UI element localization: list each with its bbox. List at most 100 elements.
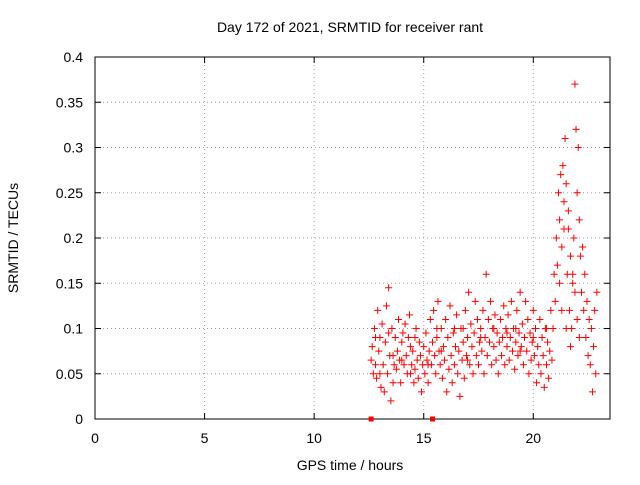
data-point: [517, 343, 525, 351]
data-point: [496, 315, 504, 323]
data-point: [446, 302, 454, 310]
data-point: [372, 334, 380, 342]
data-point: [523, 347, 531, 355]
x-tick-label: 0: [91, 430, 99, 446]
data-point: [571, 288, 579, 296]
data-point: [574, 144, 582, 151]
data-point: [421, 370, 429, 378]
data-point: [472, 352, 480, 360]
data-point: [502, 325, 510, 332]
data-point: [372, 361, 380, 369]
x-axis-label: GPS time / hours: [297, 457, 404, 473]
data-point: [578, 288, 586, 296]
data-point: [380, 388, 388, 396]
data-point: [533, 379, 541, 387]
data-point: [506, 334, 514, 342]
data-point: [370, 325, 378, 332]
data-point: [538, 334, 546, 342]
data-point: [485, 338, 493, 346]
data-point: [493, 329, 501, 337]
data-point: [470, 329, 478, 337]
data-point: [507, 297, 515, 305]
data-point: [477, 334, 485, 342]
data-point: [482, 270, 490, 278]
data-point: [565, 306, 573, 314]
data-point: [424, 361, 432, 369]
y-axis-label: SRMTID / TECUs: [5, 183, 21, 293]
data-point: [439, 343, 447, 351]
data-point: [456, 392, 464, 400]
data-point: [525, 370, 533, 378]
data-point: [591, 306, 599, 314]
data-point: [400, 361, 408, 369]
data-point: [542, 361, 550, 369]
y-tick-label: 0: [75, 411, 83, 427]
data-point: [476, 338, 484, 346]
data-point: [465, 288, 473, 296]
data-point: [573, 315, 581, 323]
y-tick-label: 0.15: [56, 275, 83, 291]
data-point: [391, 334, 399, 342]
data-point: [382, 302, 390, 310]
data-point: [575, 216, 583, 224]
data-point: [392, 365, 400, 373]
y-tick-label: 0.35: [56, 94, 83, 110]
data-point: [464, 356, 472, 364]
data-point: [409, 347, 417, 355]
data-point: [534, 343, 542, 351]
data-point: [556, 279, 564, 287]
data-point: [488, 361, 496, 369]
data-point: [546, 347, 554, 355]
data-point: [582, 334, 590, 342]
data-point: [567, 343, 575, 351]
data-point: [494, 370, 502, 378]
data-point: [368, 343, 376, 351]
data-point: [511, 365, 519, 373]
data-point: [449, 329, 457, 337]
data-point: [402, 352, 410, 360]
data-point: [490, 343, 498, 351]
data-point: [512, 325, 520, 332]
data-point: [454, 370, 462, 378]
data-point: [462, 352, 470, 360]
x-tick-label: 10: [306, 430, 322, 446]
data-point: [547, 306, 555, 314]
data-point: [514, 352, 522, 360]
ticks: 0 0.05 0.1 0.15 0.2 0.25 0.3 0.35 0.4 0 5 10 15 20: [56, 49, 610, 446]
data-point: [530, 352, 538, 360]
data-point: [480, 370, 488, 378]
data-point: [404, 334, 412, 342]
data-point: [385, 329, 393, 337]
data-point: [571, 80, 579, 88]
data-point-square: [368, 416, 374, 422]
data-point: [430, 306, 438, 314]
data-point: [478, 347, 486, 355]
data-point: [558, 243, 566, 251]
data-point: [369, 370, 377, 378]
data-point: [504, 311, 512, 319]
data-point: [548, 356, 556, 364]
data-point: [424, 379, 432, 387]
data-point: [393, 347, 401, 355]
data-point: [557, 171, 565, 179]
data-point: [584, 352, 592, 360]
plot-frame: [94, 56, 611, 420]
data-point: [441, 356, 449, 364]
data-point: [461, 306, 469, 314]
data-point: [387, 397, 395, 405]
data-point: [376, 370, 384, 378]
data-point: [516, 347, 524, 355]
data-point: [398, 356, 406, 364]
data-point: [434, 297, 442, 305]
data-point: [572, 125, 580, 133]
data-point: [528, 338, 536, 346]
data-point: [389, 379, 397, 387]
data-point: [466, 361, 474, 369]
data-point: [407, 343, 415, 351]
y-tick-label: 0.4: [64, 49, 84, 65]
data-point: [385, 284, 393, 292]
data-point: [536, 315, 544, 323]
data-point: [418, 388, 426, 396]
